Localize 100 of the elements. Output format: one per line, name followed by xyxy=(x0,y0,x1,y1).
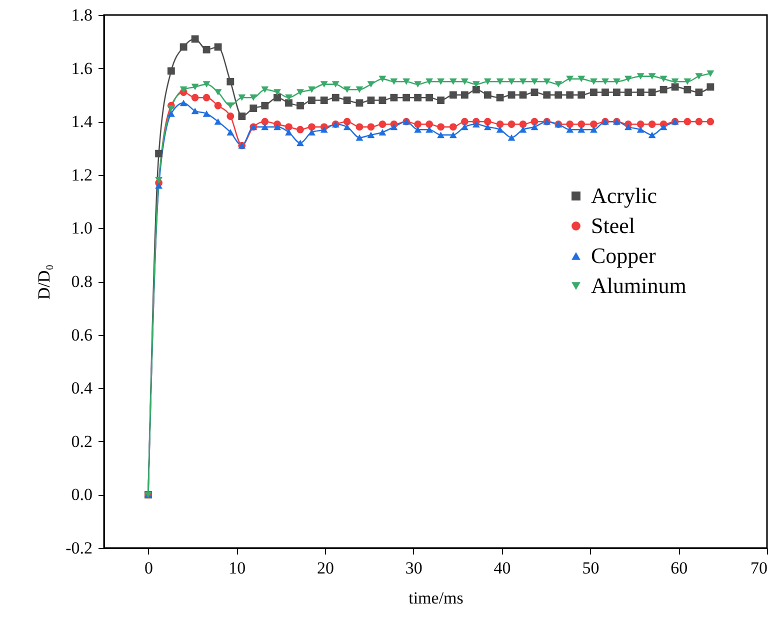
point xyxy=(414,126,422,133)
point xyxy=(648,132,656,138)
point xyxy=(590,78,598,85)
legend-label: Steel xyxy=(591,213,635,238)
point xyxy=(414,81,422,88)
point xyxy=(508,134,516,141)
point xyxy=(343,118,351,126)
point xyxy=(449,78,457,85)
y-tick-label: 1.0 xyxy=(71,218,92,238)
point xyxy=(695,73,703,80)
point xyxy=(378,96,386,104)
point xyxy=(578,91,586,99)
point xyxy=(308,86,316,93)
point xyxy=(238,112,246,120)
point xyxy=(356,99,364,107)
point xyxy=(202,81,210,88)
point xyxy=(530,118,538,126)
point xyxy=(332,81,340,88)
point xyxy=(332,94,340,102)
point xyxy=(648,120,656,128)
point xyxy=(508,120,516,128)
point xyxy=(180,86,188,93)
legend-label: Acrylic xyxy=(591,183,658,208)
point xyxy=(378,129,386,136)
point xyxy=(367,132,375,138)
point xyxy=(648,73,656,80)
legend-label: Copper xyxy=(591,243,656,268)
point xyxy=(226,112,234,120)
x-tick-label: 40 xyxy=(494,558,511,578)
point xyxy=(296,102,304,110)
point xyxy=(484,118,492,126)
point xyxy=(660,76,668,82)
point xyxy=(167,110,175,117)
point xyxy=(414,94,422,102)
point xyxy=(180,43,188,51)
point xyxy=(519,120,527,128)
point xyxy=(636,73,644,80)
point xyxy=(484,91,492,99)
point xyxy=(308,96,316,104)
point xyxy=(684,78,692,85)
point xyxy=(578,120,586,128)
point xyxy=(214,118,222,125)
point xyxy=(508,78,516,85)
point xyxy=(624,76,632,82)
point xyxy=(437,132,445,138)
point xyxy=(460,118,468,126)
point xyxy=(519,78,527,85)
point xyxy=(554,91,562,99)
point xyxy=(530,78,538,85)
point xyxy=(590,126,598,133)
point xyxy=(660,86,668,94)
point xyxy=(460,78,468,85)
point xyxy=(660,124,668,130)
point xyxy=(378,76,386,82)
point xyxy=(274,124,281,130)
point xyxy=(320,96,328,104)
point xyxy=(530,88,538,96)
point xyxy=(402,78,410,85)
point xyxy=(274,89,281,96)
point xyxy=(367,96,375,104)
point xyxy=(496,126,504,133)
point xyxy=(460,124,468,130)
point xyxy=(449,123,457,131)
point xyxy=(706,70,714,77)
point xyxy=(602,88,609,96)
point xyxy=(543,78,551,85)
point xyxy=(285,123,292,131)
point xyxy=(695,118,703,126)
point xyxy=(296,89,304,96)
point xyxy=(578,76,586,82)
point xyxy=(566,76,574,82)
point xyxy=(624,88,632,96)
point xyxy=(214,89,222,96)
point xyxy=(636,88,644,96)
point xyxy=(261,124,269,130)
legend-label: Aluminum xyxy=(591,273,686,298)
point xyxy=(274,94,281,102)
point xyxy=(167,105,175,112)
point xyxy=(226,129,234,136)
y-tick-label: 1.6 xyxy=(71,58,92,78)
point xyxy=(508,91,516,99)
point xyxy=(472,81,480,88)
y-tick-label: 0.4 xyxy=(71,378,93,398)
point xyxy=(460,91,468,99)
x-tick-label: 20 xyxy=(317,558,334,578)
point xyxy=(706,83,714,91)
point xyxy=(356,134,364,141)
point xyxy=(402,94,410,102)
x-tick-label: 10 xyxy=(228,558,246,578)
point xyxy=(496,120,504,128)
point xyxy=(296,126,304,134)
point xyxy=(367,123,375,131)
point xyxy=(191,108,199,114)
point xyxy=(285,99,292,107)
point xyxy=(426,126,434,133)
point xyxy=(155,177,163,184)
point xyxy=(472,86,480,94)
point xyxy=(566,120,574,128)
y-tick-label: 1.8 xyxy=(71,6,92,24)
y-tick-label: 0.2 xyxy=(71,432,92,451)
